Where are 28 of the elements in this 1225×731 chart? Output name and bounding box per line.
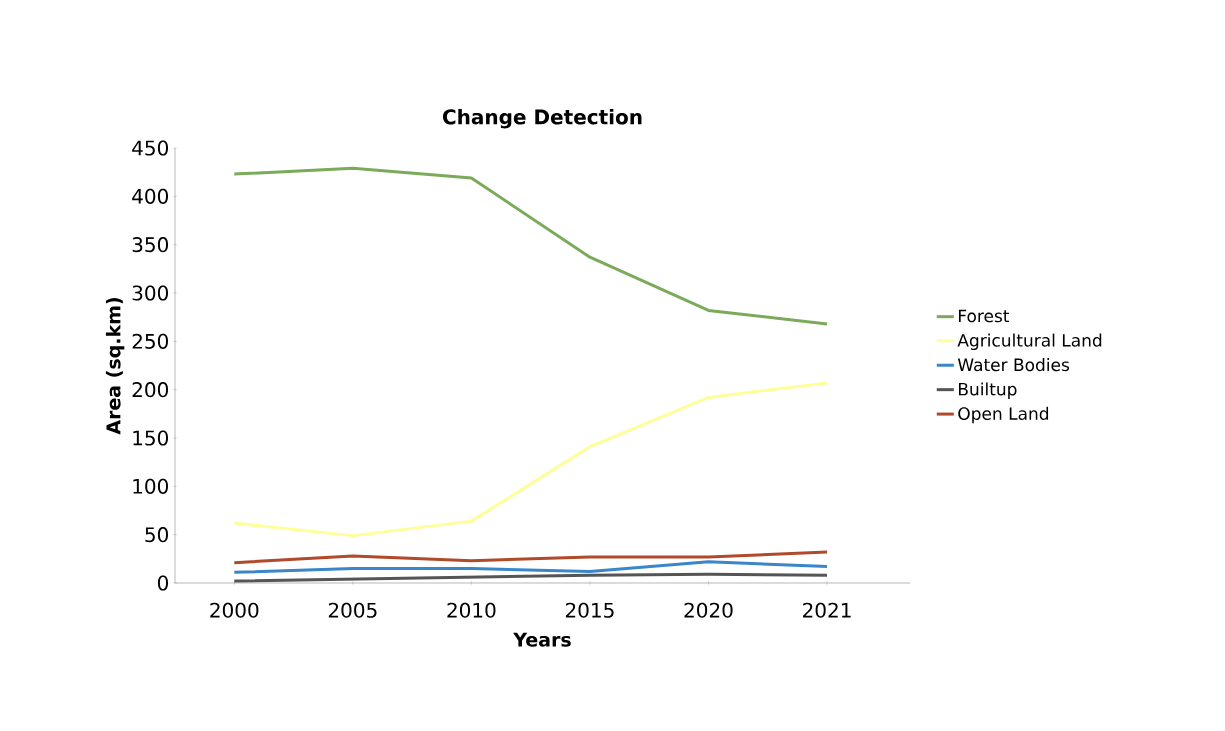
x-tick-label: 2005 <box>328 602 377 618</box>
legend-label: Water Bodies <box>957 358 1070 372</box>
y-tick-label: 400 <box>132 188 168 204</box>
y-tick-label: 250 <box>132 333 168 349</box>
x-tick-label: 2015 <box>565 602 614 618</box>
legend-label: Agricultural Land <box>957 333 1102 351</box>
line-series <box>232 550 829 565</box>
y-tick-label: 300 <box>132 285 168 301</box>
chart-title: Change Detection <box>442 108 642 129</box>
x-tick-label: 2021 <box>803 602 851 618</box>
y-axis-title: Area (sq.km) <box>105 297 125 435</box>
x-tick-label: 2020 <box>684 602 733 618</box>
y-tick-label: 450 <box>132 140 168 156</box>
line-series <box>232 381 829 538</box>
x-tick-label: 2010 <box>447 602 496 618</box>
x-axis-title: Years <box>513 632 571 647</box>
legend-label: Forest <box>958 309 1010 323</box>
y-tick-label: 100 <box>133 478 168 494</box>
x-tick-label: 2000 <box>210 602 259 618</box>
y-tick-label: 200 <box>132 382 168 398</box>
line-series <box>232 560 829 574</box>
legend-label: Builtup <box>958 382 1017 399</box>
legend-label: Open Land <box>958 406 1049 424</box>
y-tick-label: 150 <box>133 430 168 446</box>
y-tick-label: 50 <box>145 527 169 543</box>
y-tick-label: 350 <box>132 237 168 253</box>
y-tick-label: 0 <box>157 575 169 591</box>
line-series <box>232 166 829 326</box>
